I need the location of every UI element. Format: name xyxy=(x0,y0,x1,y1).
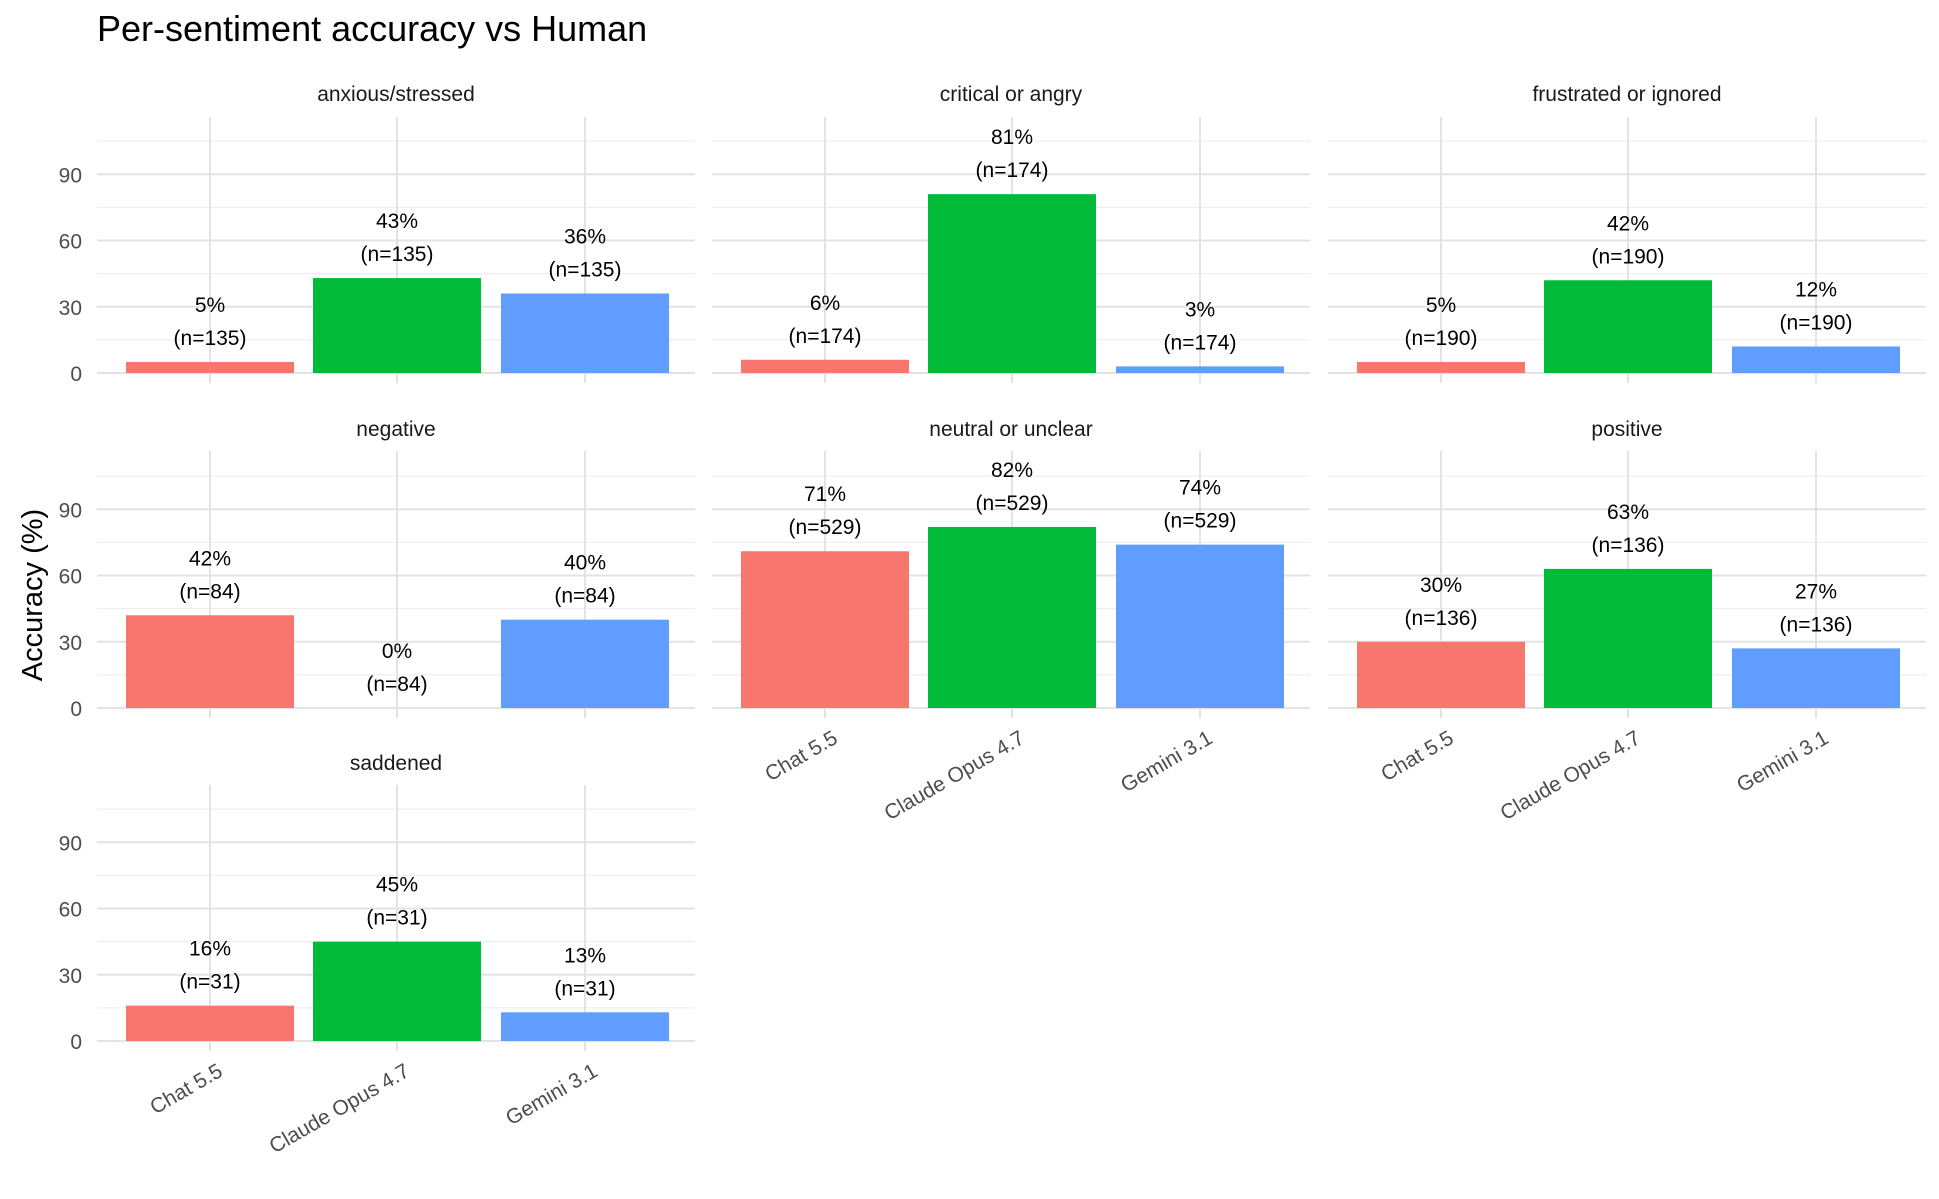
data-label-count: (n=31) xyxy=(554,977,615,1000)
panel-title-saddened: saddened xyxy=(350,752,442,775)
bar-saddened-claude-opus-4-7 xyxy=(313,941,481,1041)
data-label-count: (n=135) xyxy=(174,327,247,350)
data-label-count: (n=190) xyxy=(1780,312,1853,335)
data-label-count: (n=174) xyxy=(976,159,1049,182)
data-label-percent: 5% xyxy=(195,294,225,317)
bar-frustrated-or-ignored-claude-opus-4-7 xyxy=(1544,280,1712,373)
data-label-count: (n=136) xyxy=(1592,534,1665,557)
x-tick-label: Chat 5.5 xyxy=(761,726,841,786)
bar-anxious-stressed-gemini-3-1 xyxy=(501,293,669,373)
panel-title-critical-or-angry: critical or angry xyxy=(940,83,1083,106)
data-label-percent: 82% xyxy=(991,459,1033,482)
data-label-percent: 16% xyxy=(189,938,231,961)
data-label-count: (n=31) xyxy=(366,907,427,930)
y-tick-label: 0 xyxy=(70,698,82,721)
data-label-count: (n=190) xyxy=(1592,245,1665,268)
y-tick-label: 90 xyxy=(59,499,82,522)
bar-frustrated-or-ignored-gemini-3-1 xyxy=(1732,346,1900,373)
data-label-percent: 30% xyxy=(1420,574,1462,597)
bar-negative-chat-5-5 xyxy=(126,615,294,708)
data-label-percent: 42% xyxy=(189,547,231,570)
data-label-percent: 40% xyxy=(564,552,606,575)
data-label-percent: 0% xyxy=(382,640,412,663)
data-label-percent: 71% xyxy=(804,483,846,506)
x-tick-label: Gemini 3.1 xyxy=(502,1059,601,1130)
data-label-count: (n=136) xyxy=(1405,607,1478,630)
panel-title-neutral-or-unclear: neutral or unclear xyxy=(929,418,1092,441)
bar-frustrated-or-ignored-chat-5-5 xyxy=(1357,361,1525,373)
data-label-percent: 6% xyxy=(810,292,840,315)
x-tick-label: Gemini 3.1 xyxy=(1117,726,1216,797)
y-tick-label: 60 xyxy=(59,566,82,589)
data-label-count: (n=174) xyxy=(1164,331,1237,354)
bar-positive-gemini-3-1 xyxy=(1732,648,1900,708)
data-label-percent: 27% xyxy=(1795,580,1837,603)
bar-neutral-or-unclear-gemini-3-1 xyxy=(1116,544,1284,708)
bar-positive-claude-opus-4-7 xyxy=(1544,568,1712,708)
data-label-count: (n=84) xyxy=(366,673,427,696)
x-tick-label: Gemini 3.1 xyxy=(1733,726,1832,797)
data-label-count: (n=529) xyxy=(1164,510,1237,533)
data-label-percent: 81% xyxy=(991,126,1033,149)
data-label-percent: 45% xyxy=(376,874,418,897)
bar-saddened-gemini-3-1 xyxy=(501,1012,669,1041)
data-label-count: (n=529) xyxy=(976,492,1049,515)
bar-critical-or-angry-gemini-3-1 xyxy=(1116,366,1284,373)
x-tick-label: Chat 5.5 xyxy=(146,1059,226,1119)
y-tick-label: 30 xyxy=(59,297,82,320)
data-label-percent: 43% xyxy=(376,210,418,233)
data-label-percent: 13% xyxy=(564,944,606,967)
panel-title-positive: positive xyxy=(1591,418,1662,441)
x-tick-label: Claude Opus 4.7 xyxy=(881,726,1029,825)
y-tick-label: 90 xyxy=(59,164,82,187)
panel-title-frustrated-or-ignored: frustrated or ignored xyxy=(1532,83,1721,106)
panel-title-negative: negative xyxy=(356,418,435,441)
data-label-count: (n=84) xyxy=(179,580,240,603)
data-label-count: (n=31) xyxy=(179,971,240,994)
y-tick-label: 30 xyxy=(59,632,82,655)
bar-neutral-or-unclear-chat-5-5 xyxy=(741,551,909,708)
data-label-count: (n=136) xyxy=(1780,613,1853,636)
data-label-count: (n=174) xyxy=(789,325,862,348)
bar-anxious-stressed-chat-5-5 xyxy=(126,361,294,373)
y-tick-label: 60 xyxy=(59,231,82,254)
data-label-count: (n=529) xyxy=(789,516,862,539)
x-tick-label: Claude Opus 4.7 xyxy=(1497,726,1645,825)
data-label-percent: 42% xyxy=(1607,212,1649,235)
x-tick-label: Chat 5.5 xyxy=(1377,726,1457,786)
data-label-percent: 12% xyxy=(1795,279,1837,302)
data-label-percent: 36% xyxy=(564,226,606,249)
bar-saddened-chat-5-5 xyxy=(126,1005,294,1041)
data-label-count: (n=135) xyxy=(549,259,622,282)
bar-critical-or-angry-claude-opus-4-7 xyxy=(928,194,1096,373)
bar-critical-or-angry-chat-5-5 xyxy=(741,359,909,373)
x-tick-label: Claude Opus 4.7 xyxy=(266,1059,414,1158)
bar-positive-chat-5-5 xyxy=(1357,641,1525,708)
y-axis-title: Accuracy (%) xyxy=(17,509,49,681)
data-label-percent: 63% xyxy=(1607,501,1649,524)
data-label-percent: 74% xyxy=(1179,477,1221,500)
data-label-count: (n=135) xyxy=(361,243,434,266)
y-tick-label: 30 xyxy=(59,965,82,988)
data-label-count: (n=190) xyxy=(1405,327,1478,350)
y-tick-label: 60 xyxy=(59,899,82,922)
panel-title-anxious-stressed: anxious/stressed xyxy=(317,83,475,106)
y-tick-label: 90 xyxy=(59,832,82,855)
bar-neutral-or-unclear-claude-opus-4-7 xyxy=(928,526,1096,708)
data-label-count: (n=84) xyxy=(554,585,615,608)
bar-negative-gemini-3-1 xyxy=(501,619,669,708)
chart-title: Per-sentiment accuracy vs Human xyxy=(97,8,648,49)
data-label-percent: 3% xyxy=(1185,298,1215,321)
bar-anxious-stressed-claude-opus-4-7 xyxy=(313,278,481,373)
data-label-percent: 5% xyxy=(1426,294,1456,317)
y-tick-label: 0 xyxy=(70,363,82,386)
y-tick-label: 0 xyxy=(70,1031,82,1054)
